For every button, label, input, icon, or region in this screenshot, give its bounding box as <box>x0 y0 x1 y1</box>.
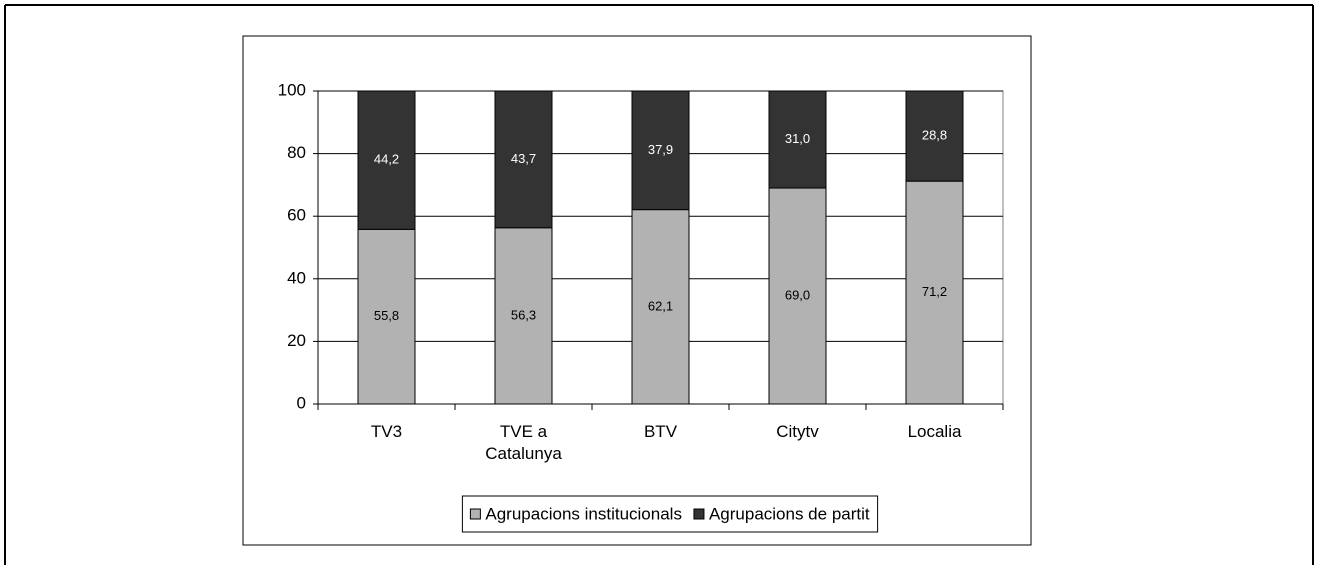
value-label: 28,8 <box>922 128 947 143</box>
value-label: 37,9 <box>648 142 673 157</box>
value-label: 69,0 <box>785 287 810 302</box>
value-label: 31,0 <box>785 131 810 146</box>
bar-segment <box>768 90 827 189</box>
y-tick-label: 40 <box>287 268 306 287</box>
value-label: 55,8 <box>374 308 399 323</box>
legend-label: Agrupacions institucionals <box>485 504 682 523</box>
x-tick-label: TV3 <box>370 422 403 441</box>
value-label: 62,1 <box>648 298 673 313</box>
x-tick-label: BTV <box>643 422 678 441</box>
bar-segment <box>357 228 416 405</box>
x-tick-label: Citytv <box>776 422 819 441</box>
y-tick-label: 0 <box>297 393 306 412</box>
bar-segment <box>768 187 827 405</box>
bar-segment <box>494 90 553 229</box>
bar-segment <box>494 227 553 405</box>
chart-frame <box>242 35 1032 546</box>
bar-segment <box>905 90 964 182</box>
y-tick-label: 20 <box>287 331 306 350</box>
value-label: 43,7 <box>511 151 536 166</box>
x-tick-label: Localia <box>907 422 962 441</box>
bar-segment <box>631 90 690 211</box>
bar-segment <box>357 90 416 230</box>
y-tick-label: 100 <box>278 80 306 99</box>
legend-box <box>461 495 879 533</box>
value-label: 71,2 <box>922 284 947 299</box>
x-tick-label: TVE a Catalunya <box>485 422 562 463</box>
value-label: 44,2 <box>374 152 399 167</box>
legend-marker <box>469 508 481 520</box>
y-tick-label: 80 <box>287 143 306 162</box>
legend-marker <box>693 508 705 520</box>
y-tick-label: 60 <box>287 206 306 225</box>
legend-label: Agrupacions de partit <box>709 504 870 523</box>
bar-segment <box>905 180 964 405</box>
value-label: 56,3 <box>511 307 536 322</box>
